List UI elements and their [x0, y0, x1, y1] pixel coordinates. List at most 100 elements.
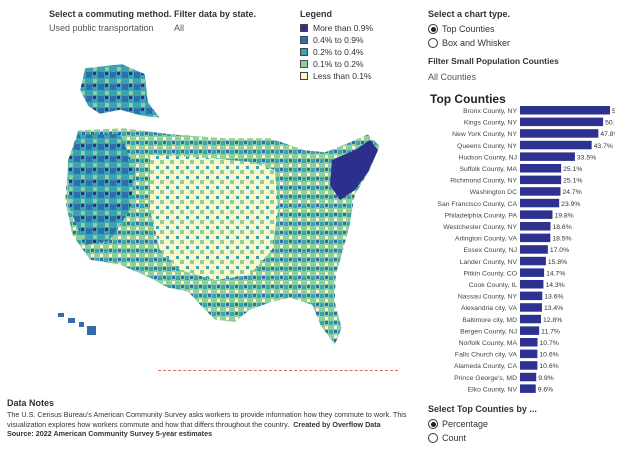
top-by-option-percentage[interactable]: Percentage	[428, 417, 537, 431]
great-plains-region[interactable]	[150, 155, 278, 280]
county-bar[interactable]	[520, 268, 545, 277]
chart-type-option-label: Box and Whisker	[442, 38, 511, 48]
small-population-label: Filter Small Population Counties	[428, 56, 559, 66]
county-bar[interactable]	[520, 187, 561, 196]
county-bar[interactable]	[520, 175, 562, 185]
commute-method-filter[interactable]: Select a commuting method. Used public t…	[49, 9, 172, 33]
chart-type-option-label: Top Counties	[442, 24, 495, 34]
western-region[interactable]	[68, 134, 135, 245]
data-notes: Data Notes The U.S. Census Bureau's Amer…	[7, 398, 417, 439]
legend-item[interactable]: 0.4% to 0.9%	[300, 34, 373, 46]
county-bar[interactable]	[520, 198, 560, 208]
top-counties-title: Top Counties	[430, 92, 506, 106]
radio-count[interactable]	[428, 433, 438, 443]
radio-percentage[interactable]	[428, 419, 438, 429]
chart-type-label: Select a chart type.	[428, 9, 511, 19]
bar-category-label: New York County, NY	[452, 131, 517, 138]
data-notes-credit: Created by Overflow Data	[293, 419, 381, 429]
top-by-option-label: Count	[442, 433, 467, 443]
radio-box-whisker[interactable]	[428, 38, 438, 48]
bar-category-label: Washington DC	[470, 189, 517, 196]
small-population-filter[interactable]: Filter Small Population Counties All Cou…	[428, 56, 559, 82]
chart-type-option-box-whisker[interactable]: Box and Whisker	[428, 36, 510, 50]
county-bar[interactable]	[520, 384, 536, 393]
chart-type-option-top-counties[interactable]: Top Counties	[428, 22, 510, 36]
bar-value-label: 9.9%	[538, 375, 554, 382]
bar-category-label: Alameda County, CA	[454, 363, 517, 370]
county-bar[interactable]	[520, 245, 548, 254]
legend-swatch	[300, 72, 308, 80]
bar-category-label: Falls Church city, VA	[455, 352, 518, 359]
county-bar[interactable]	[520, 129, 599, 138]
county-bar[interactable]	[520, 303, 542, 312]
bar-category-label: Bronx County, NY	[463, 108, 517, 115]
county-bar[interactable]	[520, 361, 538, 370]
bar-category-label: Kings County, NY	[464, 120, 518, 127]
bar-value-label: 10.6%	[539, 352, 558, 359]
bar-value-label: 47.8%	[600, 131, 615, 138]
state-filter[interactable]: Filter data by state. All	[174, 9, 256, 33]
bar-value-label: 25.1%	[563, 166, 582, 173]
bar-value-label: 17.0%	[550, 247, 569, 254]
county-bar[interactable]	[520, 210, 553, 219]
county-bar[interactable]	[520, 314, 541, 324]
legend-item[interactable]: More than 0.9%	[300, 22, 373, 34]
map-legend: Legend More than 0.9% 0.4% to 0.9% 0.2% to…	[300, 9, 373, 82]
county-bar[interactable]	[520, 106, 610, 115]
radio-top-counties[interactable]	[428, 24, 438, 34]
county-bar[interactable]	[520, 222, 551, 231]
top-counties-bar-chart: Bronx County, NY 54.9% Kings County, NY 50.…	[437, 106, 615, 393]
county-bar[interactable]	[520, 349, 538, 359]
legend-item[interactable]: 0.1% to 0.2%	[300, 58, 373, 70]
county-bar[interactable]	[520, 152, 575, 161]
county-bar[interactable]	[520, 117, 604, 127]
county-bar[interactable]	[520, 140, 592, 150]
county-bar[interactable]	[520, 280, 544, 289]
map-divider	[158, 370, 398, 371]
legend-label: 0.1% to 0.2%	[313, 59, 364, 69]
bar-value-label: 10.7%	[540, 340, 559, 347]
bar-category-label: Lander County, NV	[460, 259, 518, 266]
bar-value-label: 18.6%	[552, 224, 571, 231]
bar-value-label: 54.9%	[612, 108, 615, 115]
chart-type-selector: Select a chart type. Top Counties Box an…	[428, 9, 510, 50]
county-bar[interactable]	[520, 233, 551, 243]
northeast-region[interactable]	[330, 140, 378, 200]
bar-value-label: 15.8%	[548, 259, 567, 266]
top-by-option-count[interactable]: Count	[428, 431, 537, 445]
bar-value-label: 24.7%	[562, 189, 581, 196]
commute-method-value[interactable]: Used public transportation	[49, 23, 154, 33]
top-counties-by-selector: Select Top Counties by ... Percentage Co…	[428, 404, 537, 445]
bar-value-label: 18.5%	[552, 236, 571, 243]
hawaii-region[interactable]	[58, 313, 96, 335]
county-bar[interactable]	[520, 372, 537, 382]
data-notes-source: Source: 2022 American Community Survey 5…	[7, 429, 213, 438]
bar-value-label: 13.6%	[544, 294, 563, 301]
state-filter-value[interactable]: All	[174, 23, 185, 33]
bar-category-label: Norfolk County, MA	[459, 340, 518, 347]
small-population-value[interactable]: All Counties	[428, 72, 477, 82]
data-notes-line-2: visualization explores how workers commu…	[7, 419, 290, 429]
bar-value-label: 19.8%	[554, 212, 573, 219]
bar-category-label: Arlington County, VA	[455, 236, 518, 243]
bar-value-label: 43.7%	[594, 143, 613, 150]
county-bar[interactable]	[520, 291, 543, 301]
bar-category-label: Hudson County, NJ	[459, 154, 517, 161]
legend-swatch	[300, 24, 308, 32]
county-bar[interactable]	[520, 326, 540, 335]
bar-value-label: 14.3%	[545, 282, 564, 289]
bar-category-label: Suffolk County, MA	[459, 166, 517, 173]
county-bar[interactable]	[520, 256, 546, 266]
bar-value-label: 14.7%	[546, 270, 565, 277]
top-counties-by-label: Select Top Counties by ...	[428, 404, 537, 414]
legend-item[interactable]: Less than 0.1%	[300, 70, 373, 82]
bar-category-label: Bergen County, NJ	[460, 328, 517, 335]
legend-label: Less than 0.1%	[313, 71, 372, 81]
county-bar[interactable]	[520, 164, 562, 173]
county-bar[interactable]	[520, 338, 538, 347]
alaska-region[interactable]	[79, 63, 161, 119]
legend-title: Legend	[300, 9, 333, 19]
bar-category-label: Pitkin County, CO	[463, 270, 517, 277]
us-county-choropleth-map[interactable]	[50, 60, 395, 370]
legend-item[interactable]: 0.2% to 0.4%	[300, 46, 373, 58]
